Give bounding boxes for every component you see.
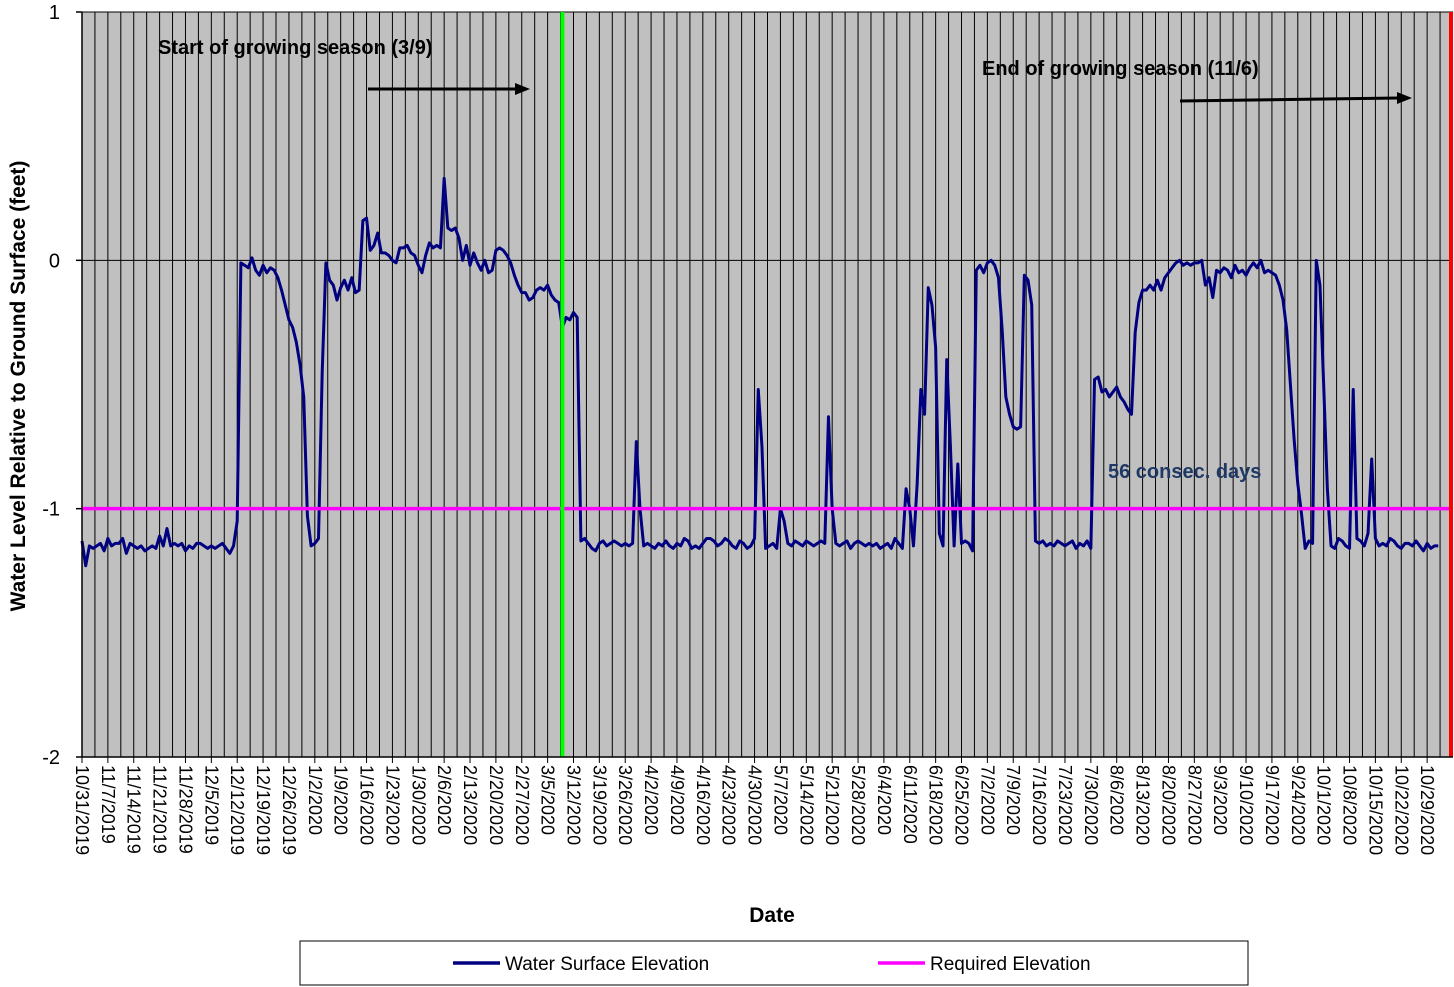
x-tick-label-32: 6/11/2020	[900, 765, 920, 844]
x-tick-label-20: 3/19/2020	[589, 765, 609, 845]
x-tick-label-31: 6/4/2020	[874, 765, 894, 835]
x-tick-label-0: 10/31/2019	[72, 765, 92, 855]
x-tick-label-42: 8/20/2020	[1158, 765, 1178, 845]
x-tick-label-7: 12/19/2019	[253, 765, 273, 855]
x-tick-label-38: 7/23/2020	[1055, 765, 1075, 845]
x-tick-label-17: 2/27/2020	[512, 765, 532, 845]
x-tick-label-24: 4/16/2020	[693, 765, 713, 845]
x-tick-label-2: 11/14/2019	[124, 765, 144, 854]
legend: Water Surface Elevation Required Elevati…	[299, 940, 1249, 986]
series-layer	[80, 176, 1439, 568]
x-tick-label-45: 9/10/2020	[1236, 765, 1256, 845]
x-tick-label-22: 4/2/2020	[641, 765, 661, 835]
x-tick-label-21: 3/26/2020	[615, 765, 635, 845]
x-tick-label-33: 6/18/2020	[926, 765, 946, 845]
y-tick-label-1: 0	[49, 250, 60, 272]
x-tick-label-37: 7/16/2020	[1029, 765, 1049, 845]
x-tick-label-14: 2/6/2020	[434, 765, 454, 835]
arrow-end-season	[1179, 92, 1412, 104]
x-tick-label-52: 10/29/2020	[1417, 765, 1437, 855]
annotation-start-season: Start of growing season (3/9)	[158, 37, 432, 59]
y-axis-title: Water Level Relative to Ground Surface (…	[7, 161, 30, 612]
x-tick-label-23: 4/9/2020	[667, 765, 687, 835]
x-tick-label-48: 10/1/2020	[1314, 765, 1334, 845]
x-tick-label-9: 1/2/2020	[305, 765, 325, 835]
y-ticks: 1 0 -1 -2	[42, 2, 82, 769]
axes	[81, 12, 1453, 758]
x-tick-label-47: 9/24/2020	[1288, 765, 1308, 845]
x-tick-label-41: 8/13/2020	[1133, 765, 1153, 845]
x-tick-label-10: 1/9/2020	[331, 765, 351, 835]
x-tick-label-26: 4/30/2020	[745, 765, 765, 845]
x-tick-label-28: 5/14/2020	[796, 765, 816, 845]
x-tick-label-25: 4/23/2020	[719, 765, 739, 845]
x-tick-label-44: 9/3/2020	[1210, 765, 1230, 835]
x-tick-label-6: 12/12/2019	[227, 765, 247, 855]
x-axis-title: Date	[749, 904, 795, 927]
x-tick-label-8: 12/26/2019	[279, 765, 299, 855]
x-tick-label-5: 12/5/2019	[201, 765, 221, 845]
x-tick-label-50: 10/15/2020	[1365, 765, 1385, 855]
x-tick-label-34: 6/25/2020	[952, 765, 972, 845]
x-tick-label-15: 2/13/2020	[460, 765, 480, 845]
x-tick-label-49: 10/8/2020	[1340, 765, 1360, 845]
grid	[82, 11, 1453, 758]
x-tick-label-35: 7/2/2020	[977, 765, 997, 835]
y-tick-label-2: -1	[42, 499, 60, 521]
series-line-water-surface-elevation	[80, 176, 1439, 568]
season-markers	[560, 12, 1453, 757]
x-tick-label-39: 7/30/2020	[1081, 765, 1101, 845]
x-tick-label-46: 9/17/2020	[1262, 765, 1282, 845]
legend-label-water-surface: Water Surface Elevation	[505, 954, 709, 975]
x-tick-label-19: 3/12/2020	[563, 765, 583, 845]
x-tick-label-43: 8/27/2020	[1184, 765, 1204, 845]
x-ticks: 10/31/2019 11/7/2019 11/14/2019 11/21/2019 1…	[72, 757, 1437, 855]
legend-label-required-elevation: Required Elevation	[930, 954, 1091, 975]
x-tick-label-27: 5/7/2020	[770, 765, 790, 835]
x-tick-label-1: 11/7/2019	[98, 765, 118, 844]
y-tick-label-3: -2	[42, 747, 60, 769]
x-tick-label-11: 1/16/2020	[357, 765, 377, 845]
x-tick-label-30: 5/28/2020	[848, 765, 868, 845]
annotation-consecutive-days: 56 consec. days	[1108, 461, 1261, 483]
x-tick-label-40: 8/6/2020	[1107, 765, 1127, 835]
x-tick-label-12: 1/23/2020	[382, 765, 402, 845]
x-tick-label-16: 2/20/2020	[486, 765, 506, 845]
arrow-start-season	[368, 83, 530, 95]
x-tick-label-36: 7/9/2020	[1003, 765, 1023, 835]
x-tick-label-4: 11/28/2019	[175, 765, 195, 854]
x-tick-label-3: 11/21/2019	[150, 765, 170, 854]
x-tick-label-13: 1/30/2020	[408, 765, 428, 845]
x-tick-label-51: 10/22/2020	[1391, 765, 1411, 855]
x-tick-label-29: 5/21/2020	[822, 765, 842, 845]
annotation-end-season: End of growing season (11/6)	[982, 58, 1259, 80]
x-tick-label-18: 3/5/2020	[538, 765, 558, 835]
legend-box	[299, 940, 1249, 986]
y-tick-label-0: 1	[49, 2, 60, 24]
